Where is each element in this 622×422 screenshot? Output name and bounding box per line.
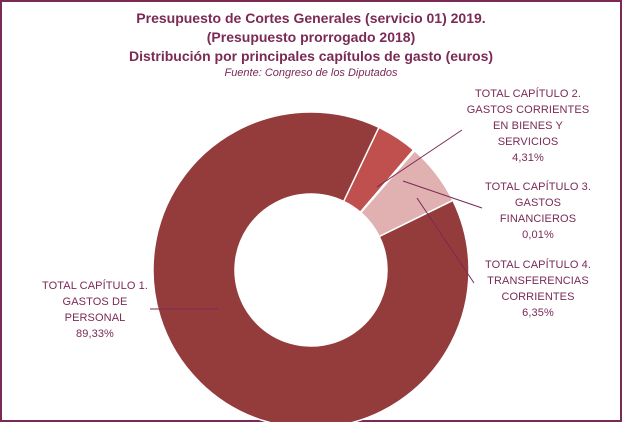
chart-title-line-1: Presupuesto de Cortes Generales (servici… (136, 10, 486, 26)
slice-label-capitulo-4-line-3: CORRIENTES (501, 291, 575, 303)
chart-source: Fuente: Congreso de los Diputados (224, 67, 398, 79)
slice-label-capitulo-4-line-1: TOTAL CAPÍTULO 4. (484, 259, 592, 271)
slice-value-capitulo-3: 0,01% (522, 229, 554, 241)
leader-line-capitulo-4 (416, 197, 475, 284)
chart-title-line-3: Distribución por principales capítulos d… (128, 48, 494, 64)
slice-label-capitulo-3: TOTAL CAPÍTULO 3. GASTOS FINANCIEROS 0,0… (470, 179, 606, 243)
slice-label-capitulo-2-line-4: SERVICIOS (497, 136, 559, 148)
slice-label-capitulo-1-line-1: TOTAL CAPÍTULO 1. (41, 280, 149, 292)
leader-line-capitulo-3 (402, 180, 483, 209)
chart-title-line-2: (Presupuesto prorrogado 2018) (206, 29, 416, 45)
slice-label-capitulo-3-line-2: GASTOS (514, 197, 562, 209)
slice-label-capitulo-4: TOTAL CAPÍTULO 4. TRANSFERENCIAS CORRIEN… (468, 257, 608, 321)
leader-line-capitulo-2 (376, 129, 463, 188)
slice-label-capitulo-1-line-3: PERSONAL (64, 312, 126, 324)
slice-label-capitulo-2-line-2: GASTOS CORRIENTES (466, 104, 590, 116)
slice-label-capitulo-2-line-1: TOTAL CAPÍTULO 2. (474, 88, 582, 100)
slice-value-capitulo-2: 4,31% (512, 152, 544, 164)
slice-label-capitulo-2-line-3: EN BIENES Y (493, 120, 563, 132)
donut-slice-capitulo-1 (152, 111, 470, 422)
slice-label-capitulo-3-line-1: TOTAL CAPÍTULO 3. (484, 181, 592, 193)
donut-slices (152, 111, 470, 422)
slice-value-capitulo-1: 89,33% (76, 328, 114, 340)
slice-value-capitulo-4: 6,35% (522, 307, 554, 319)
slice-label-capitulo-3-line-3: FINANCIEROS (499, 213, 577, 225)
leader-lines (150, 129, 483, 310)
slice-label-capitulo-1: TOTAL CAPÍTULO 1. GASTOS DE PERSONAL 89,… (28, 278, 162, 342)
chart-header: Presupuesto de Cortes Generales (servici… (0, 9, 622, 81)
slice-label-capitulo-4-line-2: TRANSFERENCIAS (487, 275, 589, 287)
slice-label-capitulo-2: TOTAL CAPÍTULO 2. GASTOS CORRIENTES EN B… (452, 86, 604, 166)
slice-label-capitulo-1-line-2: GASTOS DE (62, 296, 128, 308)
